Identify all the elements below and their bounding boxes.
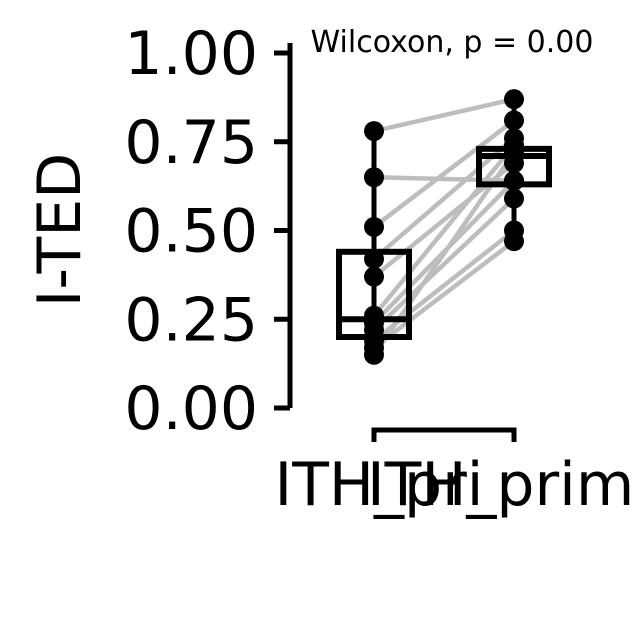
axes	[274, 43, 517, 442]
data-point	[364, 266, 384, 287]
data-point	[504, 142, 524, 163]
chart-text: I-TED Wilcoxon, p = 0.00 0.00 0.25 0.50 0.7…	[25, 19, 632, 520]
y-tick-label: 1.00	[124, 19, 258, 89]
x-axis-bracket	[371, 427, 517, 442]
pair-line	[372, 118, 516, 229]
x-tick-label: ITH_pri	[275, 450, 484, 520]
pair-line	[372, 143, 516, 318]
data-point	[364, 344, 384, 365]
stat-annotation: Wilcoxon, p = 0.00	[311, 25, 594, 60]
pair-line	[373, 96, 515, 134]
data-point	[364, 216, 384, 237]
data-point	[504, 170, 524, 191]
y-tick-label: 0.00	[124, 374, 258, 444]
pair-line	[372, 196, 516, 332]
data-point	[364, 167, 384, 188]
pair-line	[372, 239, 516, 350]
data-point	[504, 89, 524, 110]
data-point	[364, 248, 384, 269]
data-point	[504, 231, 524, 252]
data-point	[504, 110, 524, 131]
y-tick-label: 0.25	[124, 285, 258, 355]
points	[364, 89, 524, 365]
y-tick-label: 0.75	[124, 108, 258, 178]
pair-lines	[372, 96, 516, 357]
y-tick-label: 0.50	[124, 197, 258, 267]
data-point	[364, 121, 384, 142]
y-axis-label: I-TED	[25, 153, 95, 308]
x-tick-label: ITH_primo	[367, 450, 632, 520]
data-point	[504, 188, 524, 209]
